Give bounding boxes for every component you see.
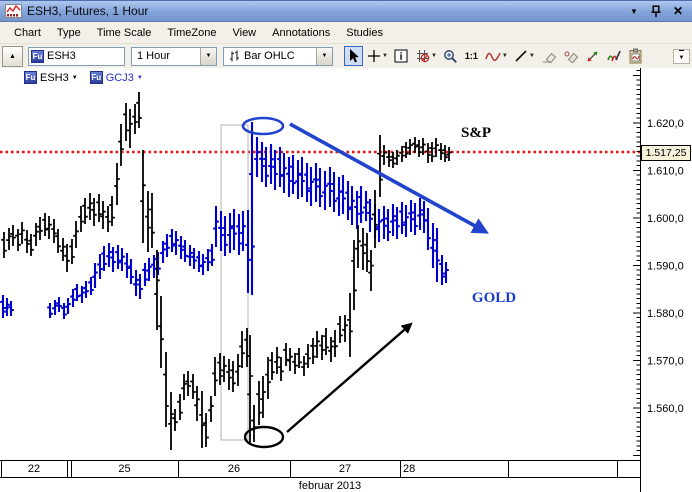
bar-ohlc-icon: [230, 50, 239, 62]
menu-time-scale[interactable]: Time Scale: [96, 26, 152, 39]
ohlc-bars-gcj3: [0, 122, 449, 319]
toolbar-overflow-button[interactable]: ▼: [673, 49, 690, 64]
month-axis-label: februar 2013: [299, 480, 361, 492]
futures-badge-icon: Fu: [24, 71, 37, 84]
interval-value: 1 Hour: [137, 50, 171, 62]
grid-tool[interactable]: ▼: [413, 46, 439, 66]
menu-timezone[interactable]: TimeZone: [167, 26, 217, 39]
actual-size-tool[interactable]: 1:1: [462, 46, 481, 66]
price-axis-label: 1.560,0: [647, 403, 684, 415]
chart-type-value: Bar OHLC: [224, 49, 316, 63]
menu-type[interactable]: Type: [56, 26, 81, 39]
chart-legend: Fu ESH3 ▼ Fu GCJ3 ▼: [24, 71, 143, 84]
date-axis-label: 22: [28, 463, 40, 475]
legend-label: GCJ3: [105, 71, 134, 84]
chevron-down-icon[interactable]: ▼: [71, 74, 78, 81]
trendline-tool[interactable]: ▼: [512, 46, 537, 66]
menu-annotations[interactable]: Annotations: [272, 26, 331, 39]
axes: [633, 68, 641, 492]
price-axis-label: 1.600,0: [647, 213, 684, 225]
gold-label: GOLD: [472, 290, 516, 306]
chevron-down-icon[interactable]: ▼: [200, 47, 216, 65]
last-price-tag: 1.517,25: [641, 145, 691, 161]
chevron-down-icon[interactable]: ▼: [528, 53, 535, 59]
collapse-toolbar-button[interactable]: ▲: [2, 45, 23, 67]
tool-label: 1:1: [464, 51, 478, 61]
futures-badge-icon: Fu: [89, 71, 103, 84]
symbol-input[interactable]: Fu ESH3: [28, 46, 125, 66]
info-tool[interactable]: i: [392, 46, 411, 66]
time-axis[interactable]: [0, 460, 640, 478]
chart-area[interactable]: S&P GOLD 1.620,0 1.610,0 1.600,0 1.590,0 1.580…: [0, 68, 692, 492]
pin-window-button[interactable]: [647, 3, 665, 19]
chevron-down-icon[interactable]: ▼: [501, 53, 508, 59]
price-axis-label: 1.620,0: [647, 118, 684, 130]
date-axis-label: 28: [403, 463, 415, 475]
measure-tool[interactable]: [583, 46, 602, 66]
date-axis-label: 25: [118, 463, 130, 475]
chevron-down-icon[interactable]: ▼: [136, 74, 143, 81]
date-axis-label: 26: [228, 463, 240, 475]
uptrend-arrow: [286, 322, 413, 433]
annotation-ellipse-bottom: [243, 425, 285, 449]
svg-text:i: i: [400, 52, 403, 63]
price-axis-label: 1.590,0: [647, 260, 684, 272]
window-title: ESH3, Futures, 1 Hour: [27, 4, 149, 18]
menu-studies[interactable]: Studies: [346, 26, 383, 39]
pointer-tool[interactable]: [344, 46, 363, 66]
zoom-tool[interactable]: [441, 46, 460, 66]
ohlc-bars-esh3: [1, 92, 452, 450]
collapse-window-button[interactable]: ▼: [630, 6, 638, 16]
studies-curve-tool[interactable]: ▼: [483, 46, 510, 66]
legend-label: ESH3: [40, 71, 69, 84]
price-axis-label: 1.580,0: [647, 308, 684, 320]
close-window-button[interactable]: ✕: [672, 4, 684, 18]
interval-select[interactable]: 1 Hour ▼: [131, 46, 217, 66]
chart-container: S&P GOLD 1.620,0 1.610,0 1.600,0 1.590,0 1.580…: [0, 68, 692, 492]
annotation-ellipse-top: [241, 116, 285, 136]
chevron-down-icon[interactable]: ▼: [382, 53, 388, 59]
title-bar: ESH3, Futures, 1 Hour ▼ ✕: [0, 0, 692, 22]
price-axis-label: 1.610,0: [647, 165, 684, 177]
legend-item-gcj3[interactable]: Fu GCJ3 ▼: [89, 71, 143, 84]
menu-chart[interactable]: Chart: [14, 26, 41, 39]
copy-chart-tool[interactable]: [626, 46, 645, 66]
erase-all-tool[interactable]: [561, 46, 581, 66]
multi-color-draw-tool[interactable]: [604, 46, 624, 66]
symbol-value: ESH3: [47, 50, 76, 62]
price-axis-label: 1.570,0: [647, 355, 684, 367]
chevron-down-icon[interactable]: ▼: [430, 53, 437, 59]
chart-type-select[interactable]: Bar OHLC ▼: [223, 46, 333, 66]
menu-bar: Chart Type Time Scale TimeZone View Anno…: [0, 22, 692, 44]
downtrend-arrow: [289, 122, 489, 234]
legend-item-esh3[interactable]: Fu ESH3 ▼: [24, 71, 78, 84]
crosshair-tool[interactable]: ▼: [365, 46, 390, 66]
chevron-down-icon[interactable]: ▼: [316, 47, 332, 65]
date-axis-label: 27: [339, 463, 351, 475]
eraser-tool[interactable]: [539, 46, 559, 66]
pin-icon: [651, 4, 661, 17]
app-icon: [5, 4, 22, 18]
toolbar: ▲ Fu ESH3 1 Hour ▼ Bar OHLC ▼ ▼ i ▼ 1:1 ▼ ▼ ▼: [0, 44, 692, 69]
menu-view[interactable]: View: [232, 26, 257, 39]
drawing-tools: ▼ i ▼ 1:1 ▼ ▼: [344, 46, 645, 66]
futures-badge-icon: Fu: [31, 49, 44, 63]
sp-label: S&P: [461, 125, 491, 141]
